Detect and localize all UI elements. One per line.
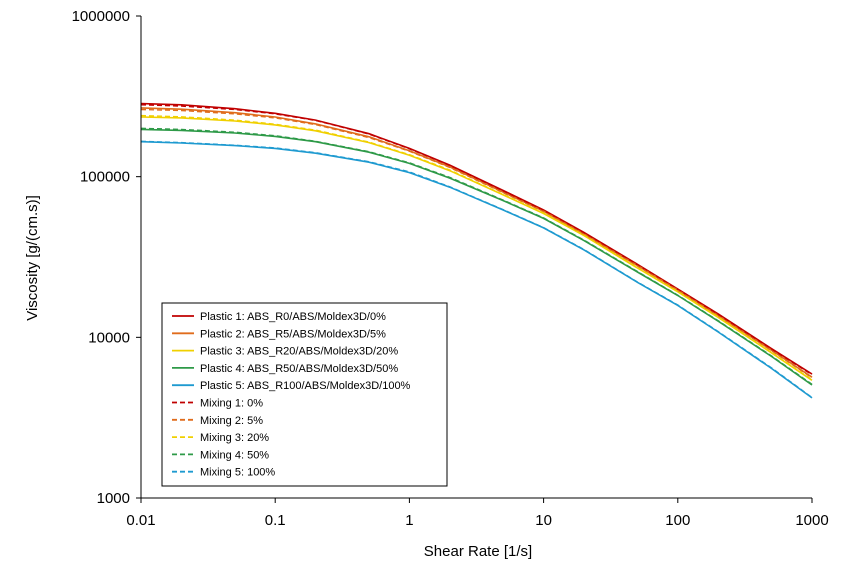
legend-label: Plastic 5: ABS_R100/ABS/Moldex3D/100%: [200, 380, 411, 392]
x-tick-label: 10: [535, 512, 552, 529]
x-tick-label: 1000: [795, 512, 828, 529]
x-axis-title: Shear Rate [1/s]: [424, 543, 532, 560]
legend-label: Plastic 3: ABS_R20/ABS/Moldex3D/20%: [200, 346, 398, 358]
axes-layer: 0.01 0.1 1 10 100 1000 1000 10000 100000 1000000: [72, 8, 829, 529]
legend-label: Plastic 4: ABS_R50/ABS/Moldex3D/50%: [200, 363, 398, 375]
x-tick-label: 0.01: [126, 512, 155, 529]
x-tick-label: 100: [665, 512, 690, 529]
y-tick-label: 1000: [97, 490, 130, 507]
series-line: [140, 114, 813, 381]
y-tick-label: 100000: [80, 169, 130, 186]
y-axis-title: Viscosity [g/(cm.s)]: [24, 195, 41, 321]
y-tick-label: 1000000: [72, 8, 130, 25]
series-line: [140, 127, 813, 385]
series-line: [140, 140, 813, 399]
series-line: [140, 108, 813, 379]
legend-label: Mixing 4: 50%: [200, 449, 269, 461]
legend-label: Mixing 3: 20%: [200, 432, 269, 444]
legend-label: Mixing 1: 0%: [200, 398, 263, 410]
legend-label: Mixing 5: 100%: [200, 467, 275, 479]
x-tick-label: 1: [405, 512, 413, 529]
legend-label: Mixing 2: 5%: [200, 415, 263, 427]
legend-label: Plastic 2: ABS_R5/ABS/Moldex3D/5%: [200, 328, 386, 340]
series-layer: [140, 102, 813, 399]
y-tick-label: 10000: [88, 329, 130, 346]
legend-label: Plastic 1: ABS_R0/ABS/Moldex3D/0%: [200, 311, 386, 323]
legend: Plastic 1: ABS_R0/ABS/Moldex3D/0% Plastic…: [161, 302, 448, 487]
x-tick-label: 0.1: [265, 512, 286, 529]
legend-box: [161, 302, 448, 487]
series-line: [140, 104, 813, 376]
